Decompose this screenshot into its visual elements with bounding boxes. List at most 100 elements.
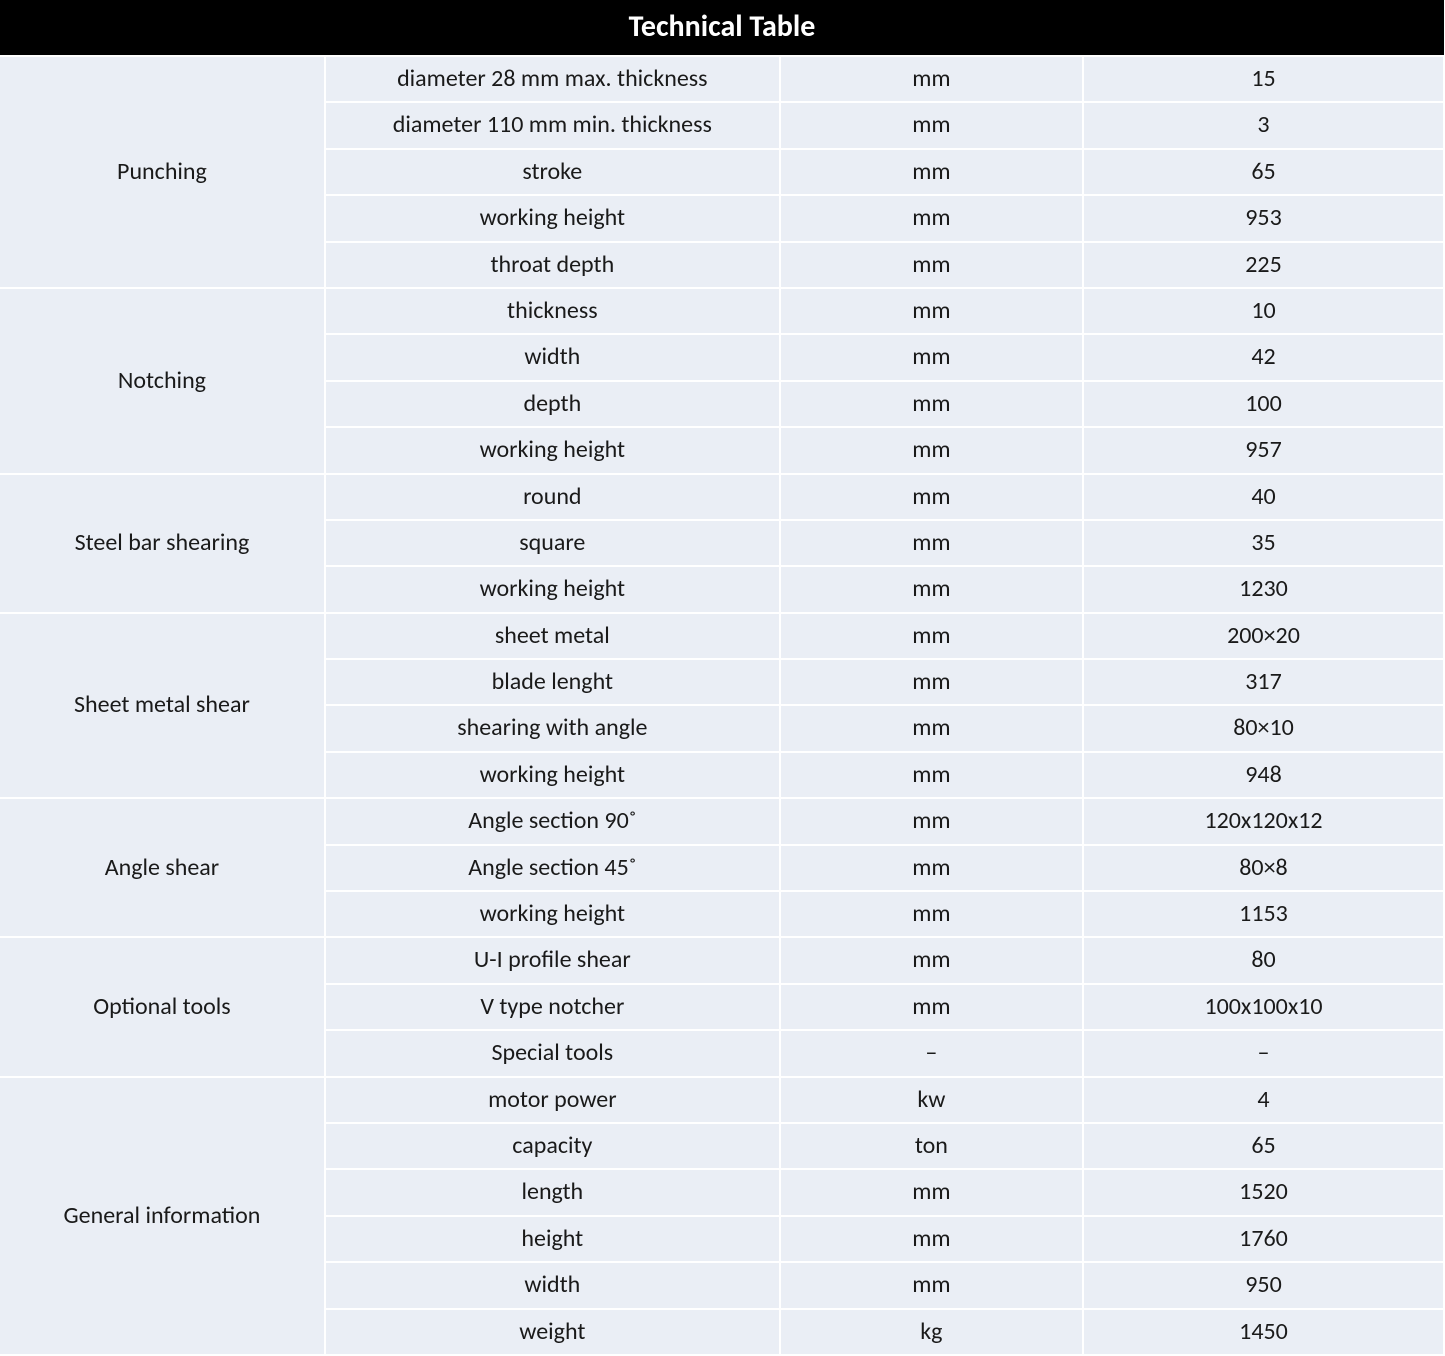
unit-cell: mm	[780, 798, 1083, 844]
category-cell: Sheet metal shear	[0, 613, 325, 799]
parameter-cell: working height	[325, 427, 780, 473]
parameter-cell: motor power	[325, 1077, 780, 1123]
unit-cell: mm	[780, 1169, 1083, 1215]
category-cell: Notching	[0, 288, 325, 474]
unit-cell: mm	[780, 474, 1083, 520]
parameter-cell: Angle section 45˚	[325, 845, 780, 891]
parameter-cell: weight	[325, 1309, 780, 1355]
table-title: Technical Table	[0, 0, 1444, 56]
unit-cell: mm	[780, 288, 1083, 334]
unit-cell: mm	[780, 334, 1083, 380]
parameter-cell: square	[325, 520, 780, 566]
value-cell: 225	[1083, 242, 1444, 288]
unit-cell: mm	[780, 242, 1083, 288]
value-cell: 3	[1083, 102, 1444, 148]
parameter-cell: capacity	[325, 1123, 780, 1169]
value-cell: 1760	[1083, 1216, 1444, 1262]
value-cell: 948	[1083, 752, 1444, 798]
unit-cell: mm	[780, 149, 1083, 195]
unit-cell: mm	[780, 566, 1083, 612]
parameter-cell: blade lenght	[325, 659, 780, 705]
parameter-cell: Special tools	[325, 1030, 780, 1076]
category-cell: Steel bar shearing	[0, 474, 325, 613]
value-cell: 1153	[1083, 891, 1444, 937]
technical-table-container: Technical Table Punchingdiameter 28 mm m…	[0, 0, 1445, 1356]
parameter-cell: working height	[325, 752, 780, 798]
unit-cell: –	[780, 1030, 1083, 1076]
parameter-cell: width	[325, 334, 780, 380]
value-cell: 100x100x10	[1083, 984, 1444, 1030]
unit-cell: kg	[780, 1309, 1083, 1355]
parameter-cell: stroke	[325, 149, 780, 195]
unit-cell: ton	[780, 1123, 1083, 1169]
parameter-cell: working height	[325, 566, 780, 612]
category-cell: General information	[0, 1077, 325, 1355]
unit-cell: mm	[780, 1262, 1083, 1308]
value-cell: 950	[1083, 1262, 1444, 1308]
unit-cell: mm	[780, 937, 1083, 983]
unit-cell: mm	[780, 659, 1083, 705]
technical-table: Technical Table Punchingdiameter 28 mm m…	[0, 0, 1445, 1356]
table-row: Angle shearAngle section 90˚mm120x120x12	[0, 798, 1444, 844]
unit-cell: mm	[780, 102, 1083, 148]
value-cell: 65	[1083, 149, 1444, 195]
parameter-cell: width	[325, 1262, 780, 1308]
category-cell: Angle shear	[0, 798, 325, 937]
unit-cell: mm	[780, 705, 1083, 751]
parameter-cell: shearing with angle	[325, 705, 780, 751]
category-cell: Optional tools	[0, 937, 325, 1076]
value-cell: 4	[1083, 1077, 1444, 1123]
category-cell: Punching	[0, 56, 325, 288]
value-cell: 35	[1083, 520, 1444, 566]
parameter-cell: length	[325, 1169, 780, 1215]
parameter-cell: working height	[325, 195, 780, 241]
parameter-cell: V type notcher	[325, 984, 780, 1030]
parameter-cell: working height	[325, 891, 780, 937]
unit-cell: mm	[780, 891, 1083, 937]
value-cell: 953	[1083, 195, 1444, 241]
value-cell: 1520	[1083, 1169, 1444, 1215]
unit-cell: mm	[780, 195, 1083, 241]
unit-cell: mm	[780, 56, 1083, 102]
table-row: Steel bar shearingroundmm40	[0, 474, 1444, 520]
value-cell: 120x120x12	[1083, 798, 1444, 844]
table-row: General informationmotor powerkw4	[0, 1077, 1444, 1123]
table-body: Punchingdiameter 28 mm max. thicknessmm1…	[0, 56, 1444, 1355]
value-cell: 1230	[1083, 566, 1444, 612]
parameter-cell: diameter 110 mm min. thickness	[325, 102, 780, 148]
value-cell: 15	[1083, 56, 1444, 102]
value-cell: 200×20	[1083, 613, 1444, 659]
unit-cell: mm	[780, 984, 1083, 1030]
parameter-cell: diameter 28 mm max. thickness	[325, 56, 780, 102]
unit-cell: mm	[780, 381, 1083, 427]
value-cell: 80×10	[1083, 705, 1444, 751]
unit-cell: mm	[780, 613, 1083, 659]
parameter-cell: sheet metal	[325, 613, 780, 659]
unit-cell: mm	[780, 427, 1083, 473]
value-cell: 42	[1083, 334, 1444, 380]
parameter-cell: depth	[325, 381, 780, 427]
unit-cell: mm	[780, 752, 1083, 798]
value-cell: 957	[1083, 427, 1444, 473]
unit-cell: mm	[780, 520, 1083, 566]
value-cell: 10	[1083, 288, 1444, 334]
value-cell: 40	[1083, 474, 1444, 520]
unit-cell: kw	[780, 1077, 1083, 1123]
table-row: Optional toolsU-I profile shearmm80	[0, 937, 1444, 983]
table-row: Notchingthicknessmm10	[0, 288, 1444, 334]
parameter-cell: round	[325, 474, 780, 520]
value-cell: 100	[1083, 381, 1444, 427]
parameter-cell: height	[325, 1216, 780, 1262]
table-row: Punchingdiameter 28 mm max. thicknessmm1…	[0, 56, 1444, 102]
value-cell: 1450	[1083, 1309, 1444, 1355]
value-cell: 65	[1083, 1123, 1444, 1169]
parameter-cell: Angle section 90˚	[325, 798, 780, 844]
value-cell: –	[1083, 1030, 1444, 1076]
value-cell: 80	[1083, 937, 1444, 983]
value-cell: 317	[1083, 659, 1444, 705]
parameter-cell: throat depth	[325, 242, 780, 288]
unit-cell: mm	[780, 1216, 1083, 1262]
value-cell: 80×8	[1083, 845, 1444, 891]
unit-cell: mm	[780, 845, 1083, 891]
table-row: Sheet metal shearsheet metalmm200×20	[0, 613, 1444, 659]
